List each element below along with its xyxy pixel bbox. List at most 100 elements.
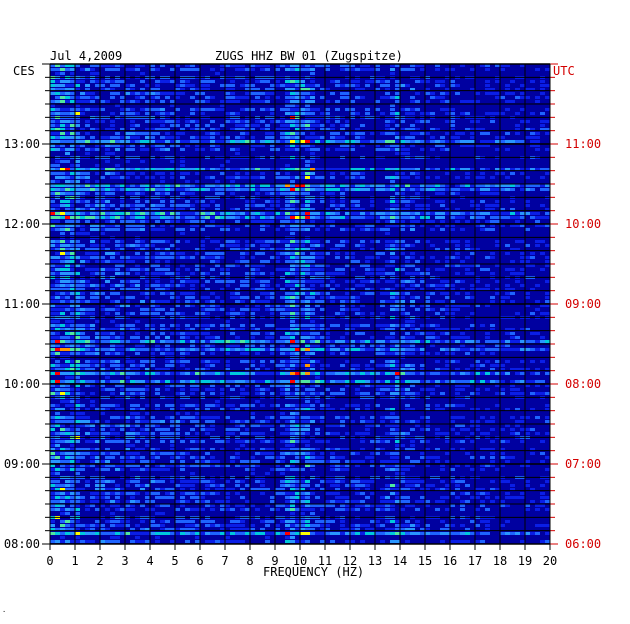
heatmap-cell	[50, 64, 55, 67]
heatmap-cell	[460, 260, 465, 263]
heatmap-cell	[70, 96, 75, 99]
heatmap-cell	[145, 136, 150, 139]
heatmap-cell	[85, 364, 90, 367]
heatmap-cell	[385, 96, 390, 99]
heatmap-cell	[50, 340, 55, 343]
heatmap-cell	[90, 268, 95, 271]
heatmap-cell	[65, 260, 70, 263]
heatmap-cell	[545, 172, 550, 175]
heatmap-cell	[285, 228, 290, 231]
heatmap-cell	[70, 344, 75, 347]
heatmap-cell	[95, 168, 100, 171]
heatmap-cell	[360, 264, 365, 267]
heatmap-cell	[355, 224, 360, 227]
heatmap-cell	[170, 324, 175, 327]
heatmap-cell	[160, 256, 165, 259]
heatmap-cell	[390, 364, 395, 367]
heatmap-cell	[440, 368, 445, 371]
heatmap-cell	[355, 112, 360, 115]
heatmap-cell	[410, 140, 415, 143]
heatmap-cell	[270, 240, 275, 243]
heatmap-cell	[75, 324, 80, 327]
heatmap-cell	[50, 284, 55, 287]
heatmap-cell	[90, 296, 95, 299]
heatmap-cell	[410, 124, 415, 127]
heatmap-cell	[130, 424, 135, 427]
heatmap-cell	[160, 348, 165, 351]
heatmap-cell	[205, 336, 210, 339]
heatmap-cell	[50, 208, 55, 211]
heatmap-cell	[75, 168, 80, 171]
heatmap-cell	[100, 176, 105, 179]
heatmap-cell	[80, 332, 85, 335]
heatmap-cell	[330, 300, 335, 303]
heatmap-cell	[385, 128, 390, 131]
heatmap-cell	[325, 120, 330, 123]
heatmap-cell	[395, 300, 400, 303]
heatmap-cell	[210, 392, 215, 395]
heatmap-cell	[235, 312, 240, 315]
heatmap-cell	[225, 320, 230, 323]
heatmap-cell	[200, 416, 205, 419]
heatmap-cell	[240, 340, 245, 343]
heatmap-cell	[55, 108, 60, 111]
heatmap-cell	[60, 120, 65, 123]
heatmap-cell	[235, 240, 240, 243]
heatmap-cell	[325, 292, 330, 295]
heatmap-cell	[295, 360, 300, 363]
heatmap-cell	[50, 320, 55, 323]
heatmap-cell	[185, 324, 190, 327]
heatmap-cell	[295, 136, 300, 139]
heatmap-cell	[115, 80, 120, 83]
heatmap-cell	[495, 136, 500, 139]
heatmap-cell	[305, 144, 310, 147]
heatmap-cell	[60, 200, 65, 203]
heatmap-cell	[295, 132, 300, 135]
heatmap-cell	[240, 212, 245, 215]
heatmap-cell	[50, 240, 55, 243]
heatmap-cell	[470, 204, 475, 207]
heatmap-cell	[300, 428, 305, 431]
heatmap-cell	[120, 216, 125, 219]
heatmap-cell	[465, 140, 470, 143]
heatmap-cell	[325, 348, 330, 351]
heatmap-cell	[50, 364, 55, 367]
heatmap-cell	[110, 188, 115, 191]
heatmap-cell	[360, 244, 365, 247]
heatmap-cell	[95, 96, 100, 99]
heatmap-cell	[285, 292, 290, 295]
heatmap-cell	[75, 400, 80, 403]
heatmap-cell	[325, 332, 330, 335]
heatmap-cell	[100, 120, 105, 123]
heatmap-cell	[165, 112, 170, 115]
heatmap-cell	[110, 92, 115, 95]
heatmap-cell	[155, 172, 160, 175]
heatmap-cell	[295, 428, 300, 431]
heatmap-cell	[535, 240, 540, 243]
heatmap-cell	[305, 268, 310, 271]
heatmap-cell	[70, 232, 75, 235]
heatmap-cell	[200, 328, 205, 331]
heatmap-cell	[440, 268, 445, 271]
heatmap-cell	[530, 80, 535, 83]
heatmap-cell	[195, 388, 200, 391]
heatmap-cell	[190, 168, 195, 171]
heatmap-cell	[195, 168, 200, 171]
heatmap-cell	[310, 80, 315, 83]
heatmap-cell	[55, 344, 60, 347]
heatmap-cell	[130, 360, 135, 363]
heatmap-cell	[60, 420, 65, 423]
heatmap-cell	[515, 336, 520, 339]
heatmap-cell	[290, 300, 295, 303]
heatmap-cell	[460, 264, 465, 267]
heatmap-cell	[145, 248, 150, 251]
heatmap-cell	[155, 420, 160, 423]
heatmap-cell	[140, 168, 145, 171]
heatmap-cell	[155, 348, 160, 351]
heatmap-cell	[155, 256, 160, 259]
heatmap-cell	[230, 168, 235, 171]
heatmap-cell	[440, 288, 445, 291]
heatmap-cell	[145, 188, 150, 191]
heatmap-cell	[465, 144, 470, 147]
heatmap-cell	[80, 172, 85, 175]
